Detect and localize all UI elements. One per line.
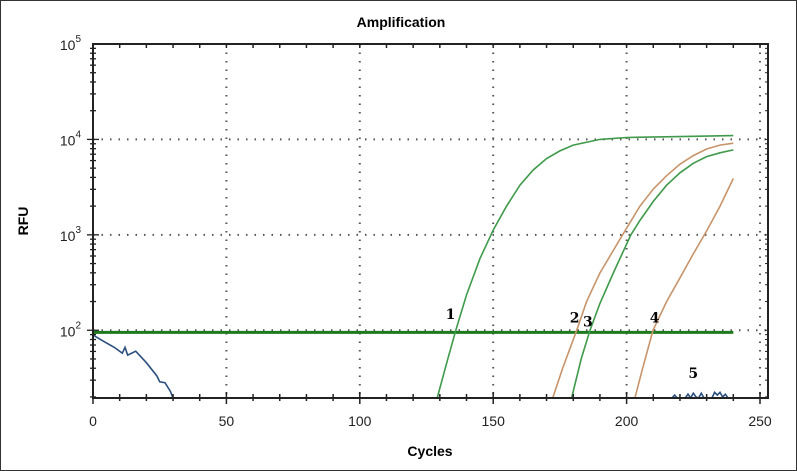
y-tick-label: 104 [60,129,82,148]
y-tick-exponent: 5 [75,34,81,45]
y-axis-label: RFU [15,207,31,236]
y-tick-base: 10 [60,37,76,53]
plot-frame [92,43,769,399]
amplification-curve-4 [634,178,735,399]
curve-label: 2 [570,311,580,327]
x-tick-label: 100 [348,413,372,429]
curve-label: 4 [650,311,660,327]
chart-title: Amplification [357,14,446,30]
x-tick-label: 150 [482,413,506,429]
y-tick-exponent: 4 [75,129,81,140]
amplification-curve-2 [551,142,734,399]
curve-label: 3 [583,314,593,330]
y-tick-base: 10 [60,228,76,244]
y-tick-base: 10 [60,323,76,339]
grid [93,44,768,398]
y-tick-base: 10 [60,132,76,148]
curve-label: 1 [446,307,456,323]
x-tick-label: 50 [219,413,235,429]
y-tick-exponent: 2 [75,320,81,331]
x-tick-label: 200 [615,413,639,429]
x-tick-label: 250 [748,413,772,429]
y-tick-exponent: 3 [75,225,81,236]
y-tick-label: 105 [60,34,82,53]
series-group [92,134,735,400]
amplification-curve-background [92,334,174,399]
x-tick-label: 0 [89,413,97,429]
amplification-curve-1 [436,134,734,399]
x-axis-label: Cycles [407,443,452,459]
curve-label: 5 [688,366,698,382]
axes [87,43,769,404]
amplification-curve-3 [570,149,734,399]
y-tick-label: 102 [60,320,82,339]
y-tick-label: 103 [60,225,82,244]
